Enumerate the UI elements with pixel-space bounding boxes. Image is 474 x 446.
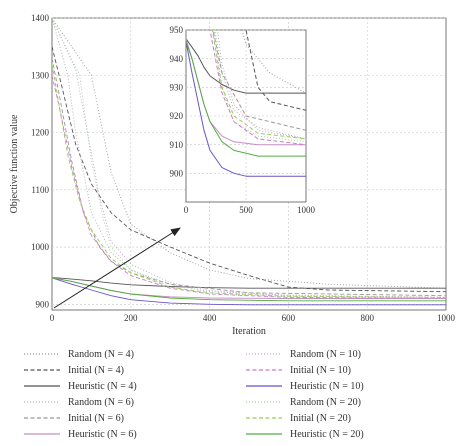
inset-x-tick-label: 500 bbox=[239, 205, 253, 215]
main-series-line-2 bbox=[52, 46, 446, 293]
inset-y-tick-label: 900 bbox=[170, 168, 184, 178]
legend-label: Initial (N = 4) bbox=[68, 364, 124, 376]
legend-swatch bbox=[24, 417, 60, 419]
legend-item: Heuristic (N = 20) bbox=[244, 426, 364, 442]
inset-y-tick-labels: 900 910 920 930 940 950 bbox=[170, 25, 184, 178]
legend-item: Random (N = 4) bbox=[22, 346, 134, 362]
legend-label: Random (N = 20) bbox=[290, 396, 361, 408]
inset-x-tick-labels: 0 500 1000 bbox=[184, 205, 316, 215]
main-series-line-12 bbox=[52, 277, 446, 302]
main-y-tick-label: 1200 bbox=[31, 128, 50, 138]
legend-item: Initial (N = 6) bbox=[22, 410, 124, 426]
inset-y-tick-label: 910 bbox=[170, 140, 184, 150]
legend-item: Random (N = 6) bbox=[22, 394, 134, 410]
inset-series-line-12 bbox=[186, 41, 306, 157]
legend-item: Random (N = 20) bbox=[244, 394, 361, 410]
legend-swatch bbox=[246, 385, 282, 387]
main-series-line-3 bbox=[52, 276, 446, 289]
main-series-line-9 bbox=[52, 277, 446, 306]
main-series-line-8 bbox=[52, 75, 446, 299]
legend: Random (N = 4) Initial (N = 4) Heuristic (… bbox=[22, 346, 462, 442]
legend-swatch bbox=[24, 401, 60, 403]
legend-swatch bbox=[24, 353, 60, 355]
main-series-line-5 bbox=[52, 58, 446, 297]
legend-label: Random (N = 6) bbox=[68, 396, 134, 408]
legend-item: Heuristic (N = 4) bbox=[22, 378, 137, 394]
legend-swatch bbox=[246, 369, 282, 371]
inset-y-tick-label: 920 bbox=[170, 111, 184, 121]
legend-label: Heuristic (N = 4) bbox=[68, 380, 137, 392]
inset-plot: 0 500 1000 900 910 920 930 940 950 bbox=[170, 25, 316, 215]
legend-swatch bbox=[24, 385, 60, 387]
main-x-tick-label: 600 bbox=[282, 313, 296, 323]
legend-label: Initial (N = 6) bbox=[68, 412, 124, 424]
inset-series-line-3 bbox=[186, 38, 306, 94]
main-x-tick-label: 200 bbox=[124, 313, 138, 323]
legend-item: Random (N = 10) bbox=[244, 346, 361, 362]
legend-label: Initial (N = 20) bbox=[290, 412, 351, 424]
y-axis-label: Objective function value bbox=[9, 114, 20, 213]
legend-label: Heuristic (N = 10) bbox=[290, 380, 364, 392]
main-y-tick-label: 1000 bbox=[31, 242, 50, 252]
inset-series-line-8 bbox=[209, 30, 306, 146]
legend-swatch bbox=[246, 433, 282, 435]
legend-label: Random (N = 10) bbox=[290, 348, 361, 360]
main-series-line-1 bbox=[52, 18, 446, 289]
main-y-tick-label: 1400 bbox=[31, 13, 50, 23]
inset-y-tick-label: 940 bbox=[170, 54, 184, 64]
inset-series-line-11 bbox=[211, 30, 306, 140]
legend-swatch bbox=[246, 417, 282, 419]
inset-y-tick-label: 950 bbox=[170, 25, 184, 35]
main-series-layer bbox=[52, 18, 446, 306]
legend-swatch bbox=[246, 401, 282, 403]
chart: 0 200 400 600 800 1000 900 1000 1100 1200 1300 140… bbox=[9, 13, 456, 337]
inset-y-tick-label: 930 bbox=[170, 82, 184, 92]
inset-x-tick-label: 0 bbox=[184, 205, 189, 215]
inset-series-line-2 bbox=[245, 30, 306, 111]
inset-series-line-9 bbox=[186, 41, 306, 177]
inset-series-line-5 bbox=[212, 30, 306, 131]
main-y-tick-labels: 900 1000 1100 1200 1300 1400 bbox=[31, 13, 50, 309]
main-x-tick-labels: 0 200 400 600 800 1000 bbox=[50, 313, 456, 323]
main-y-tick-label: 900 bbox=[36, 299, 50, 309]
legend-swatch bbox=[24, 433, 60, 435]
main-y-tick-label: 1100 bbox=[31, 185, 49, 195]
legend-label: Initial (N = 10) bbox=[290, 364, 351, 376]
legend-label: Random (N = 4) bbox=[68, 348, 134, 360]
legend-item: Heuristic (N = 10) bbox=[244, 378, 364, 394]
legend-item: Initial (N = 4) bbox=[22, 362, 124, 378]
legend-swatch bbox=[24, 369, 60, 371]
legend-swatch bbox=[246, 353, 282, 355]
main-y-tick-label: 1300 bbox=[31, 70, 50, 80]
inset-x-tick-label: 1000 bbox=[297, 205, 316, 215]
legend-label: Heuristic (N = 6) bbox=[68, 428, 137, 440]
x-axis-label: Iteration bbox=[232, 326, 266, 337]
main-x-tick-label: 1000 bbox=[437, 313, 456, 323]
legend-item: Initial (N = 20) bbox=[244, 410, 351, 426]
zoom-arrow bbox=[53, 227, 181, 309]
main-series-line-11 bbox=[52, 63, 446, 298]
main-x-tick-label: 800 bbox=[360, 313, 374, 323]
inset-series-line-1 bbox=[241, 30, 306, 94]
legend-item: Heuristic (N = 6) bbox=[22, 426, 137, 442]
legend-label: Heuristic (N = 20) bbox=[290, 428, 364, 440]
inset-series-layer bbox=[186, 30, 306, 177]
main-x-tick-label: 400 bbox=[203, 313, 217, 323]
inset-series-line-10 bbox=[213, 30, 306, 143]
main-x-tick-label: 0 bbox=[50, 313, 55, 323]
legend-item: Initial (N = 10) bbox=[244, 362, 351, 378]
